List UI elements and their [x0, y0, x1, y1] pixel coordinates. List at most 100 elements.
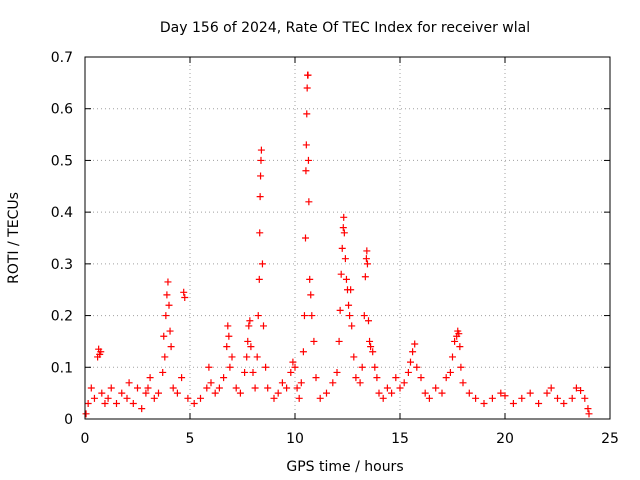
data-point [228, 353, 236, 361]
data-point [166, 327, 174, 335]
data-point [341, 255, 349, 263]
data-point [497, 389, 505, 397]
data-point [547, 384, 555, 392]
data-point [404, 368, 412, 376]
data-point [407, 358, 414, 366]
y-tick-label: 0.6 [51, 102, 73, 118]
data-point [251, 384, 259, 392]
y-tick-label: 0.2 [51, 309, 73, 325]
data-point [197, 394, 204, 402]
data-point [104, 394, 112, 402]
data-point [243, 353, 251, 361]
data-point [310, 337, 318, 345]
data-point [178, 374, 186, 382]
y-tick-label: 0 [64, 412, 73, 428]
y-tick-label: 0.4 [51, 205, 73, 221]
data-point [232, 384, 240, 392]
data-point [363, 260, 371, 268]
data-point [340, 213, 348, 221]
data-point [255, 275, 263, 283]
data-point [245, 322, 253, 330]
data-point [323, 389, 330, 397]
data-point [421, 389, 429, 397]
data-point [362, 255, 370, 263]
data-point [392, 374, 400, 382]
data-point [446, 368, 454, 376]
data-point [163, 291, 171, 299]
data-point [225, 332, 233, 340]
data-point [303, 84, 311, 92]
data-point [338, 244, 346, 252]
data-point [97, 348, 105, 356]
data-point [333, 368, 341, 376]
data-point [181, 293, 189, 301]
data-point [299, 348, 307, 356]
data-point [465, 389, 473, 397]
data-point [366, 337, 374, 345]
data-point [159, 368, 167, 376]
data-point [184, 394, 192, 402]
data-point [442, 374, 450, 382]
data-point [347, 286, 355, 294]
data-point [345, 301, 353, 309]
data-point [302, 167, 310, 175]
data-point [82, 410, 90, 418]
data-point [302, 234, 309, 242]
data-point [123, 394, 131, 402]
data-point [258, 260, 266, 268]
data-point [297, 379, 305, 387]
data-point [257, 146, 265, 154]
y-tick-label: 0.3 [51, 257, 73, 273]
data-point [352, 374, 360, 382]
data-point [256, 193, 264, 201]
data-point [339, 224, 347, 232]
data-point [211, 389, 219, 397]
data-point [246, 317, 254, 325]
data-point [224, 322, 232, 330]
data-point [257, 172, 265, 180]
data-point [162, 312, 170, 320]
data-point [134, 384, 141, 392]
data-point [244, 337, 252, 345]
data-point [356, 379, 364, 387]
data-point [241, 368, 249, 376]
data-point [138, 405, 146, 413]
data-point [572, 384, 580, 392]
data-point [129, 399, 137, 407]
x-tick-label: 20 [496, 431, 514, 447]
data-point [142, 389, 150, 397]
data-point [254, 312, 262, 320]
data-point [361, 273, 369, 281]
data-point [346, 312, 354, 320]
data-point [581, 394, 589, 402]
data-point [223, 343, 231, 351]
data-point [295, 394, 303, 402]
data-point [270, 394, 278, 402]
data-point [375, 389, 383, 397]
x-tick-label: 25 [601, 431, 619, 447]
data-point [101, 399, 109, 407]
data-point [472, 394, 480, 402]
data-point [363, 247, 371, 255]
data-point [274, 389, 282, 397]
y-tick-label: 0.5 [51, 153, 73, 169]
data-point [560, 399, 568, 407]
data-point [306, 275, 314, 283]
data-point [226, 363, 234, 371]
y-axis-label: ROTI / TECUs [6, 192, 22, 284]
x-tick-label: 0 [81, 431, 90, 447]
data-point [161, 353, 169, 361]
data-point [509, 399, 517, 407]
data-point [302, 141, 310, 149]
x-tick-label: 10 [286, 431, 304, 447]
data-point [215, 384, 223, 392]
data-point [449, 353, 456, 361]
data-point [256, 229, 264, 237]
data-point [205, 363, 213, 371]
data-point [577, 387, 585, 395]
y-tick-label: 0.7 [51, 50, 73, 66]
data-point [417, 374, 425, 382]
data-point [207, 379, 215, 387]
